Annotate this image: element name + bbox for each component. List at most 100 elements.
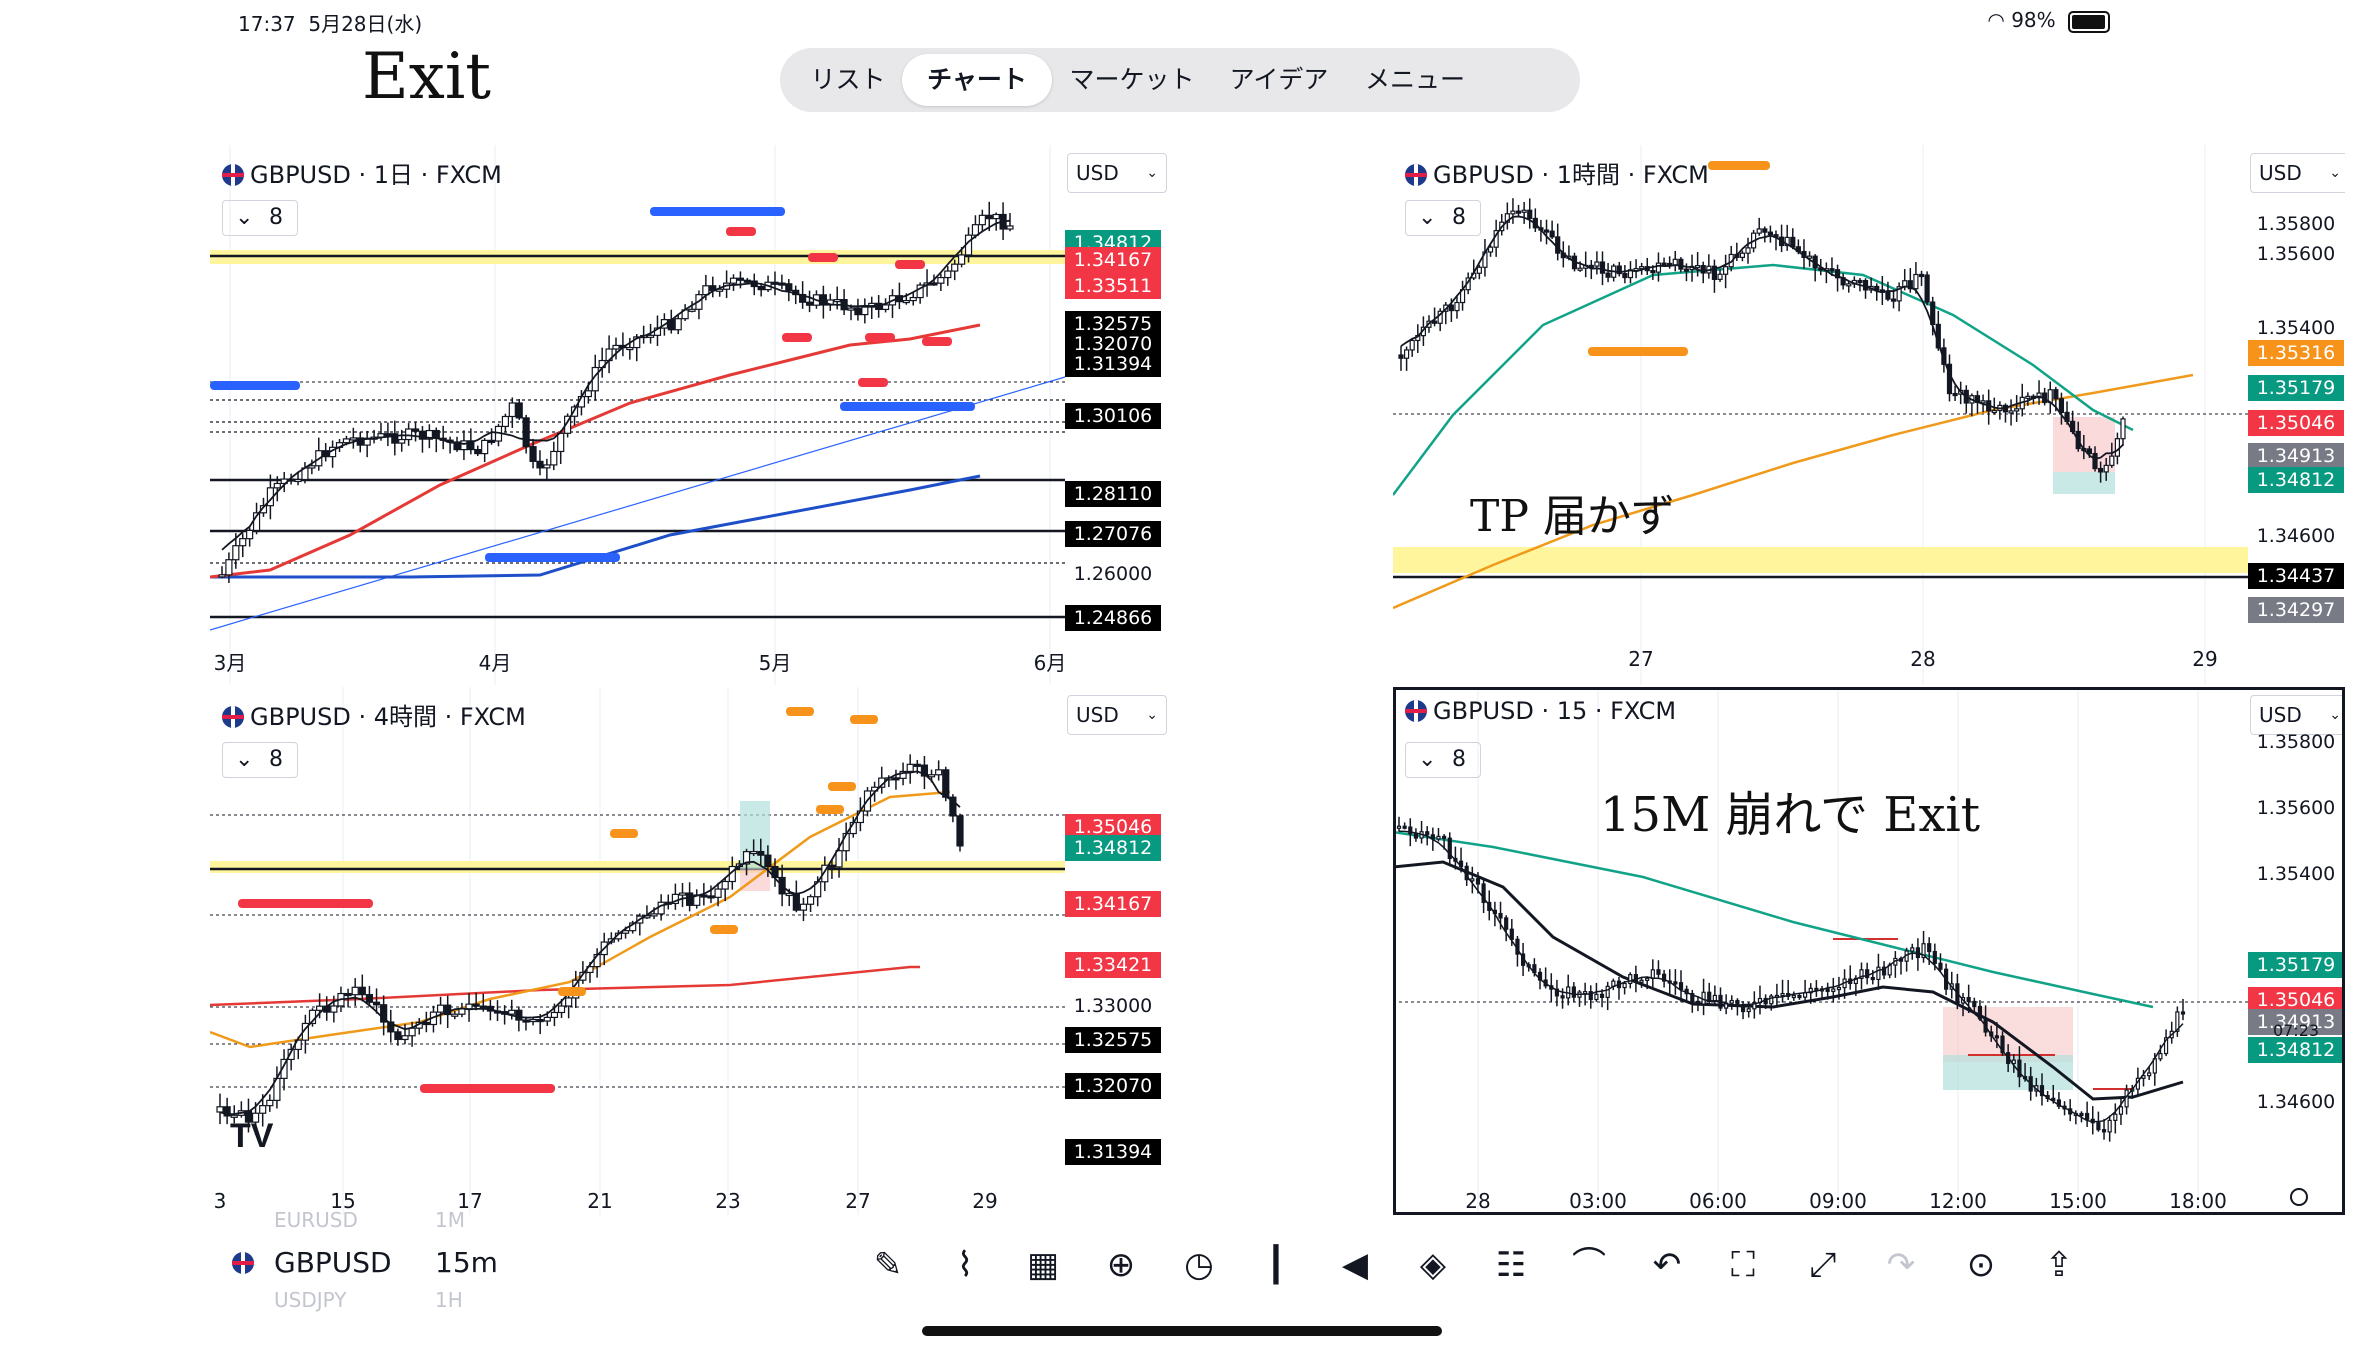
h4-candle xyxy=(543,1016,551,1022)
daily-candle xyxy=(508,402,516,418)
m15-candle xyxy=(1588,991,1593,1001)
h1-candle xyxy=(1695,265,1701,269)
h4-candle xyxy=(316,1005,324,1011)
daily-candle xyxy=(273,482,281,489)
daily-candle xyxy=(418,430,427,440)
chart-title[interactable]: GBPUSD · 1日 · FXCM xyxy=(222,155,502,190)
h4-candle xyxy=(259,1105,267,1114)
bottom-toolbar: ✎ ⌇ ▦ ⊕ ◷ ┃ ◀ ◈ ☷ ⌒ ↶ ⛶ ⤢ ↷ ⊙ ⇪ xyxy=(210,1220,2150,1310)
indicator-toggle[interactable]: ⌄ 8 xyxy=(222,200,298,236)
nav-tab-0[interactable]: リスト xyxy=(810,65,886,94)
h4-candle xyxy=(251,1112,260,1123)
h1-candle xyxy=(1756,228,1762,234)
h1-candle xyxy=(1577,267,1583,271)
daily-candle xyxy=(529,446,537,462)
nav-tab-2[interactable]: マーケット xyxy=(1069,65,1195,94)
sl-marker xyxy=(726,227,756,236)
layers-icon[interactable]: ◈ xyxy=(1419,1245,1447,1285)
m15-candle xyxy=(2051,1097,2056,1101)
daily-candle xyxy=(460,440,468,451)
h1-candle xyxy=(1913,273,1919,290)
m15-candle xyxy=(1442,835,1447,840)
expand-icon[interactable]: ⤢ xyxy=(1809,1245,1837,1285)
price-label: 1.34913 xyxy=(2248,443,2344,469)
chart-pane-4h[interactable]: TV GBPUSD · 4時間 · FXCM ⌄ 8 USD ⌄ 1.35046 1.348… xyxy=(210,687,1390,1215)
ma-black xyxy=(1398,830,2184,1123)
indicator-toggle[interactable]: ⌄ 8 xyxy=(1405,200,1481,236)
share-icon[interactable]: ⇪ xyxy=(2044,1245,2074,1285)
m15-candle xyxy=(1396,825,1402,829)
currency-select[interactable]: USD ⌄ xyxy=(1067,153,1167,193)
currency-select[interactable]: USD ⌄ xyxy=(2250,153,2345,193)
m15-candle xyxy=(1622,982,1627,989)
chart-pane-1h[interactable]: GBPUSD · 1時間 · FXCM ⌄ 8 USD ⌄ 1.35316 1.35179 1… xyxy=(1393,145,2345,685)
zone-marker xyxy=(1708,161,1770,170)
settings-icon xyxy=(2290,1188,2308,1206)
m15-candle xyxy=(1554,988,1560,997)
daily-candle xyxy=(481,439,489,455)
chevron-down-icon: ⌄ xyxy=(1418,747,1437,772)
h4-candle xyxy=(742,851,751,865)
chart-title[interactable]: GBPUSD · 1時間 · FXCM xyxy=(1405,155,1709,190)
daily-candle xyxy=(736,277,745,281)
m15-candle xyxy=(2158,1052,2163,1060)
toolbar-interval[interactable]: 15m xyxy=(435,1246,498,1279)
zone-marker xyxy=(786,707,814,716)
price-label: 1.35316 xyxy=(2248,340,2344,366)
chart-title[interactable]: GBPUSD · 4時間 · FXCM xyxy=(222,697,526,732)
daily-candle xyxy=(487,439,496,443)
fullscreen-icon[interactable]: ⛶ xyxy=(1731,1245,1755,1285)
chart-pane-daily[interactable]: GBPUSD · 1日 · FXCM ⌄ 8 USD ⌄ 1.34812 1.34167 1.… xyxy=(210,145,1390,685)
compare-icon[interactable]: ⌒ xyxy=(1572,1245,1606,1285)
indicators-icon[interactable]: ⌇ xyxy=(956,1245,974,1285)
replay-icon[interactable]: ◀ xyxy=(1341,1245,1369,1285)
nav-tab-4[interactable]: メニュー xyxy=(1364,65,1465,94)
toolbar-symbol[interactable]: GBPUSD xyxy=(274,1246,392,1279)
undo-icon[interactable]: ↶ xyxy=(1652,1245,1682,1285)
chart-pane-15m[interactable]: GBPUSD · 15 · FXCM ⌄ 8 USD ⌄ 1.35179 1.35046 1.… xyxy=(1393,687,2345,1215)
chart-type-icon[interactable]: ┃ xyxy=(1265,1245,1287,1285)
m15-candle xyxy=(1470,878,1475,882)
redo-icon[interactable]: ↷ xyxy=(1886,1245,1916,1285)
flag-icon xyxy=(1405,164,1427,186)
m15-candle xyxy=(2000,1035,2005,1054)
h4-candle xyxy=(472,1003,480,1007)
m15-candle xyxy=(1808,987,1813,994)
h1-candle xyxy=(1510,210,1516,215)
settings-icon[interactable]: ☷ xyxy=(1495,1245,1527,1285)
h1-candle xyxy=(1924,274,1930,303)
wifi-icon: ◠ xyxy=(1987,8,2005,32)
indicator-toggle[interactable]: ⌄ 8 xyxy=(222,742,298,778)
pencil-icon[interactable]: ✎ xyxy=(873,1245,903,1285)
time-axis-tick: 12:00 xyxy=(1929,1189,1987,1213)
currency-select[interactable]: USD ⌄ xyxy=(2250,695,2345,735)
currency-select[interactable]: USD ⌄ xyxy=(1067,695,1167,735)
daily-candle xyxy=(522,417,530,448)
m15-candle xyxy=(1639,979,1644,983)
alert-icon[interactable]: ◷ xyxy=(1184,1245,1214,1285)
ma-green xyxy=(1393,830,2154,1009)
m15-candle xyxy=(1769,995,1774,1005)
daily-candle xyxy=(411,428,420,432)
idea-icon[interactable]: ⊙ xyxy=(1966,1245,1996,1285)
daily-candle xyxy=(349,437,357,441)
h4-candle xyxy=(927,774,936,778)
h4-candle xyxy=(707,895,715,899)
daily-candle xyxy=(785,283,793,291)
price-label: 1.34812 xyxy=(1065,835,1161,861)
chart-title[interactable]: GBPUSD · 15 · FXCM xyxy=(1405,697,1676,725)
sl-marker xyxy=(782,333,812,342)
indicator-count: 8 xyxy=(269,747,283,772)
nav-tab-1[interactable]: チャート xyxy=(902,54,1052,106)
flag-icon xyxy=(232,1252,254,1274)
time-axis-tick: 17 xyxy=(457,1189,483,1213)
m15-candle xyxy=(1910,947,1915,952)
chevron-down-icon: ⌄ xyxy=(235,205,254,230)
layouts-icon[interactable]: ▦ xyxy=(1026,1245,1060,1285)
indicator-toggle[interactable]: ⌄ 8 xyxy=(1405,742,1481,778)
price-label: 1.35179 xyxy=(2248,952,2344,978)
nav-tab-3[interactable]: アイデア xyxy=(1229,65,1329,94)
h1-candle xyxy=(1650,270,1656,274)
add-icon[interactable]: ⊕ xyxy=(1106,1245,1136,1285)
chart-title-text: GBPUSD · 1時間 · FXCM xyxy=(1433,161,1709,189)
